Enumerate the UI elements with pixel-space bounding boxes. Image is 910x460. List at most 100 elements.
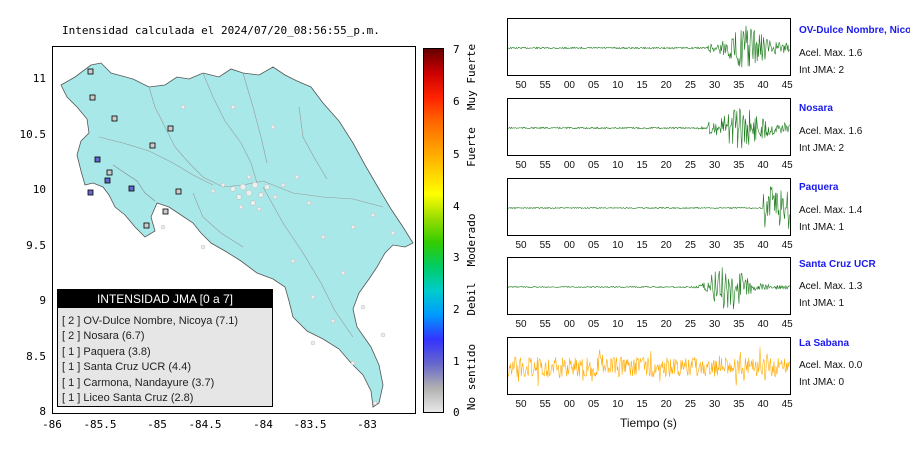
time-tick-label: 50 [515, 399, 527, 410]
station-name: Santa Cruz UCR [799, 259, 876, 270]
station-marker [128, 185, 135, 192]
time-tick-label: 15 [636, 160, 648, 171]
time-tick-label: 35 [733, 319, 745, 330]
y-tick-label: 8.5 [26, 350, 46, 363]
station-name: Paquera [799, 182, 839, 193]
intensity-legend: INTENSIDAD JMA [0 a 7] [ 2 ] OV-Dulce No… [57, 289, 273, 407]
legend-row: [ 2 ] Nosara (6.7) [62, 330, 145, 343]
time-tick-label: 55 [539, 319, 551, 330]
station-marker [143, 222, 150, 229]
time-tick-label: 45 [781, 319, 793, 330]
station-name: OV-Dulce Nombre, Nicoya [799, 25, 910, 36]
station-marker [149, 142, 156, 149]
x-tick-label: -86 [42, 418, 62, 431]
time-tick-label: 00 [563, 240, 575, 251]
time-tick-label: 00 [563, 399, 575, 410]
time-tick-label: 50 [515, 160, 527, 171]
legend-row: [ 1 ] Paquera (3.8) [62, 345, 151, 358]
x-tick-label: -83 [357, 418, 377, 431]
time-tick-label: 25 [684, 240, 696, 251]
time-tick-label: 25 [684, 399, 696, 410]
time-tick-label: 00 [563, 160, 575, 171]
time-tick-label: 55 [539, 160, 551, 171]
legend-header: INTENSIDAD JMA [0 a 7] [58, 290, 272, 308]
time-tick-label: 05 [588, 80, 600, 91]
colorbar-tick: 6 [453, 95, 460, 108]
seismogram-panel[interactable] [507, 178, 791, 236]
seismogram-panel[interactable] [507, 18, 791, 76]
time-tick-label: 35 [733, 240, 745, 251]
legend-row: [ 2 ] OV-Dulce Nombre, Nicoya (7.1) [62, 315, 239, 327]
y-tick-label: 9 [39, 294, 46, 307]
time-tick-label: 30 [709, 240, 721, 251]
station-marker [167, 125, 174, 132]
colorbar-category: Fuerte [465, 127, 478, 167]
time-tick-label: 45 [781, 160, 793, 171]
seismogram-panel[interactable] [507, 257, 791, 315]
colorbar-tick: 1 [453, 355, 460, 368]
time-tick-label: 00 [563, 319, 575, 330]
time-tick-label: 05 [588, 319, 600, 330]
station-marker [106, 169, 113, 176]
legend-row: [ 1 ] Liceo Santa Cruz (2.8) [62, 391, 194, 404]
colorbar-category: No sentido [465, 343, 478, 411]
y-tick-label: 8 [39, 405, 46, 418]
seismogram-trace [507, 108, 790, 149]
station-marker [87, 189, 94, 196]
colorbar-tick: 4 [453, 200, 460, 213]
waveform-line [507, 108, 790, 149]
station-marker [94, 156, 101, 163]
time-tick-label: 25 [684, 160, 696, 171]
y-tick-label: 10 [32, 183, 46, 196]
colorbar-tick: 0 [453, 406, 460, 419]
station-name: Nosara [799, 103, 833, 114]
seismogram-panel[interactable] [507, 98, 791, 156]
station-intensity: Int JMA: 2 [799, 65, 845, 76]
y-tick-label: 10.5 [19, 128, 47, 141]
waveform-line [507, 25, 790, 68]
time-tick-label: 35 [733, 80, 745, 91]
colorbar-tick: 2 [453, 303, 460, 316]
time-tick-label: 35 [733, 399, 745, 410]
time-tick-label: 10 [612, 80, 624, 91]
time-tick-label: 15 [636, 319, 648, 330]
time-tick-label: 20 [660, 160, 672, 171]
costa-rica-land [60, 62, 414, 408]
station-intensity: Int JMA: 0 [799, 377, 845, 388]
station-accel: Acel. Max. 1.4 [799, 205, 863, 216]
colorbar-tick: 7 [453, 43, 460, 56]
time-tick-label: 40 [757, 399, 769, 410]
time-tick-label: 50 [515, 240, 527, 251]
x-tick-label: -84.5 [188, 418, 222, 431]
time-tick-label: 05 [588, 399, 600, 410]
time-tick-label: 40 [757, 80, 769, 91]
y-tick-label: 9.5 [26, 239, 46, 252]
time-tick-label: 25 [684, 319, 696, 330]
y-tick-label: 11 [32, 72, 46, 85]
time-tick-label: 55 [539, 399, 551, 410]
time-tick-label: 00 [563, 80, 575, 91]
seismogram-trace [507, 347, 790, 387]
station-marker [87, 68, 94, 75]
time-tick-label: 05 [588, 160, 600, 171]
time-tick-label: 30 [709, 399, 721, 410]
x-tick-label: -83.5 [293, 418, 327, 431]
time-tick-label: 20 [660, 399, 672, 410]
time-tick-label: 20 [660, 240, 672, 251]
seismogram-trace [507, 267, 790, 310]
time-tick-label: 10 [612, 319, 624, 330]
x-tick-label: -85.5 [83, 418, 117, 431]
seismogram-panel[interactable] [507, 337, 791, 395]
station-accel: Acel. Max. 0.0 [799, 360, 863, 371]
station-marker [111, 115, 118, 122]
time-axis-title: Tiempo (s) [620, 416, 677, 430]
station-name: La Sabana [799, 338, 850, 349]
waveform-line [507, 267, 790, 310]
colorbar-category: Debil [465, 282, 478, 316]
legend-row: [ 1 ] Santa Cruz UCR (4.4) [62, 361, 191, 374]
time-tick-label: 10 [612, 399, 624, 410]
waveform-line [507, 186, 790, 229]
time-tick-label: 20 [660, 319, 672, 330]
time-tick-label: 50 [515, 319, 527, 330]
time-tick-label: 30 [709, 80, 721, 91]
